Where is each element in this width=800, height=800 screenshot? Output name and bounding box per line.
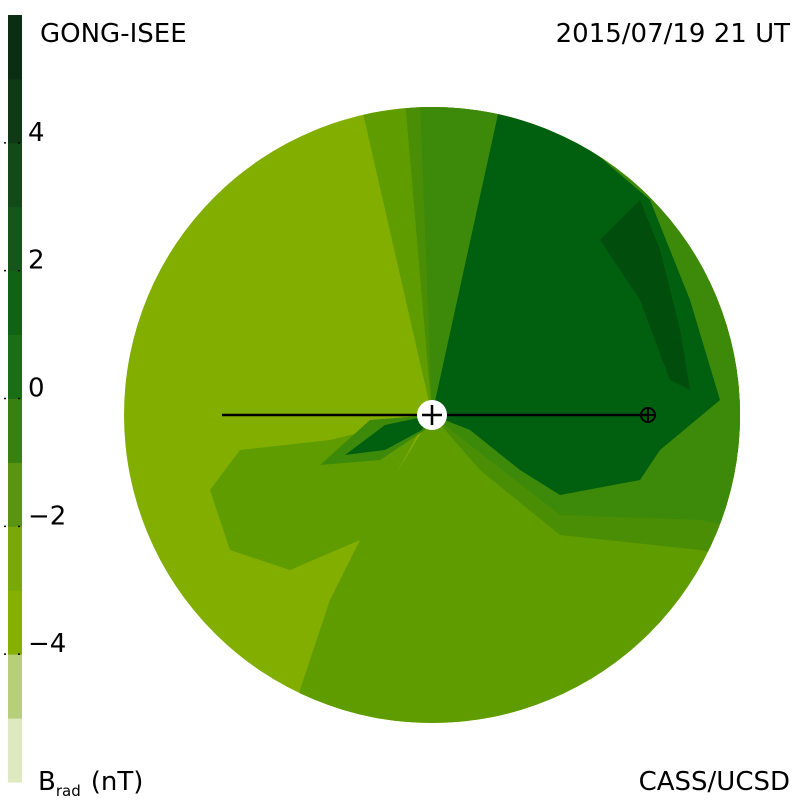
subscript: rad (56, 782, 81, 800)
region-lobe-high (345, 415, 432, 455)
credit: CASS/UCSD (639, 767, 790, 797)
colorbar-tick-label: 2 (28, 246, 45, 276)
colorbar-band (8, 206, 22, 272)
colorbar-band (8, 15, 22, 80)
symbol: B (38, 767, 56, 797)
colorbar-band (8, 334, 22, 399)
sun-symbol (422, 405, 442, 425)
colorbar-band (8, 590, 22, 655)
colorbar-band (8, 142, 22, 208)
region-peak (600, 200, 690, 390)
colorbar-band (8, 78, 22, 144)
colorbar-tick-label: 4 (28, 118, 45, 148)
colorbar-band (8, 654, 22, 719)
colorbar-band (8, 270, 22, 336)
colorbar-label: Brad (nT) (38, 767, 143, 800)
earth-symbol (641, 408, 655, 422)
colorbar: 4 2 0 −2 −4 (4, 15, 66, 783)
colorbar-tick-label: −4 (28, 629, 66, 659)
colorbar-band (8, 462, 22, 527)
colorbar-tick-label: 0 (28, 374, 45, 404)
colorbar-band (8, 718, 22, 783)
colorbar-tick-label: −2 (28, 501, 66, 531)
colorbar-band (8, 398, 22, 463)
region-high (432, 107, 720, 495)
date: 2015/07/19 21 UT (556, 19, 790, 49)
unit: (nT) (91, 767, 144, 797)
colorbar-band (8, 526, 22, 591)
title: GONG-ISEE (40, 19, 187, 49)
